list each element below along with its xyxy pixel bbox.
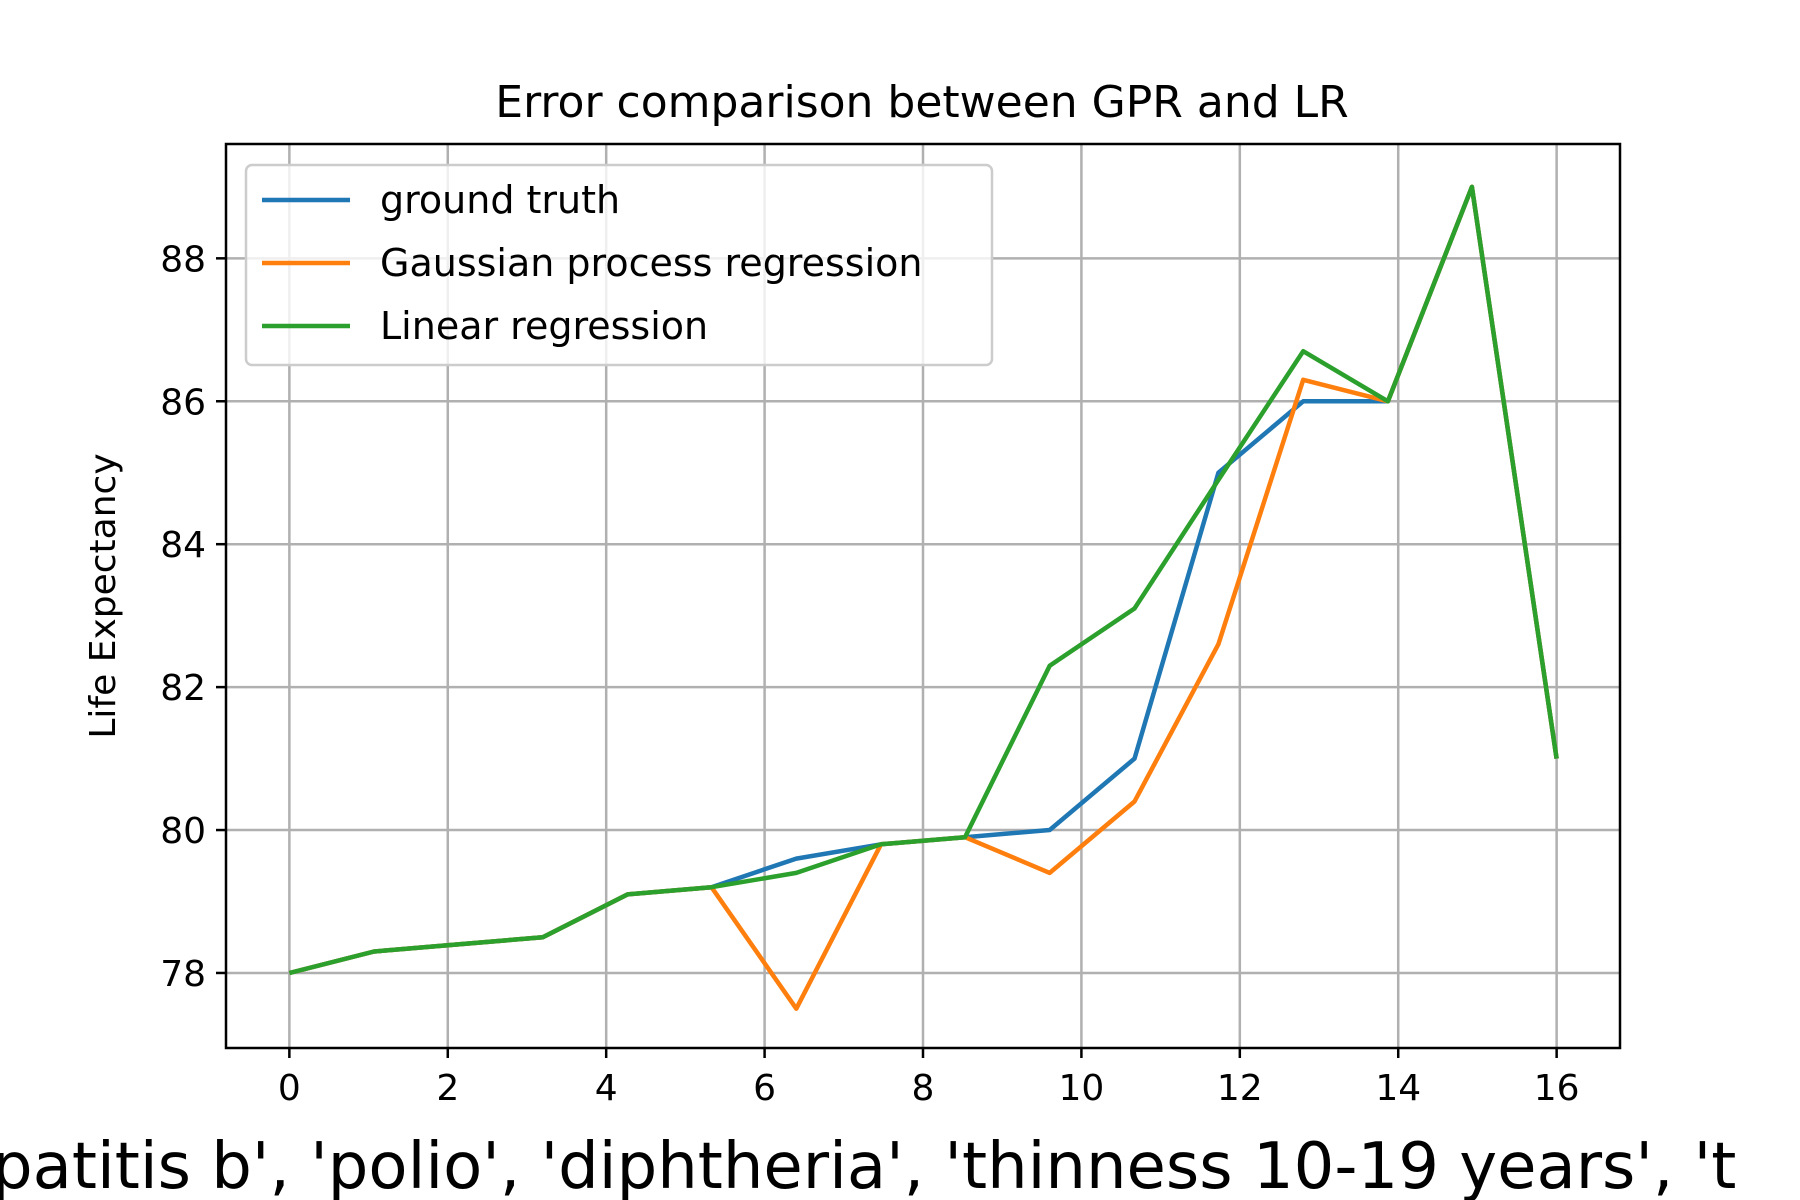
y-tick-label: 88 <box>160 239 206 280</box>
series-line-linear-regression <box>288 184 1559 976</box>
y-tick-label: 78 <box>160 954 206 995</box>
x-tick-label: 14 <box>1375 1068 1421 1109</box>
x-tick-label: 16 <box>1534 1068 1580 1109</box>
x-tick-label: 10 <box>1059 1068 1105 1109</box>
x-tick-label: 2 <box>436 1068 459 1109</box>
x-axis-label: patitis b', 'polio', 'diphtheria', 'thin… <box>0 1130 1736 1200</box>
y-tick-label: 86 <box>160 382 206 423</box>
x-tick-label: 4 <box>595 1068 618 1109</box>
legend-label-ground-truth: ground truth <box>380 178 620 222</box>
y-tick-label: 80 <box>160 811 206 852</box>
x-tick-label: 0 <box>278 1068 301 1109</box>
y-tick-label: 84 <box>160 525 206 566</box>
axis-ticks: 0 2 4 6 8 10 12 14 16 78 80 82 84 86 88 <box>160 239 1579 1109</box>
legend: ground truth Gaussian process regression L… <box>244 163 994 367</box>
series-lines <box>288 184 1559 1011</box>
x-tick-label: 6 <box>753 1068 776 1109</box>
y-tick-label: 82 <box>160 668 206 709</box>
x-tick-label: 12 <box>1217 1068 1263 1109</box>
legend-label-gaussian-process-regression: Gaussian process regression <box>380 241 922 285</box>
legend-label-linear-regression: Linear regression <box>380 304 708 348</box>
y-axis-label: Life Expectancy <box>83 453 124 738</box>
chart-title: Error comparison between GPR and LR <box>495 77 1348 128</box>
x-tick-label: 8 <box>912 1068 935 1109</box>
legend-box <box>244 163 994 367</box>
